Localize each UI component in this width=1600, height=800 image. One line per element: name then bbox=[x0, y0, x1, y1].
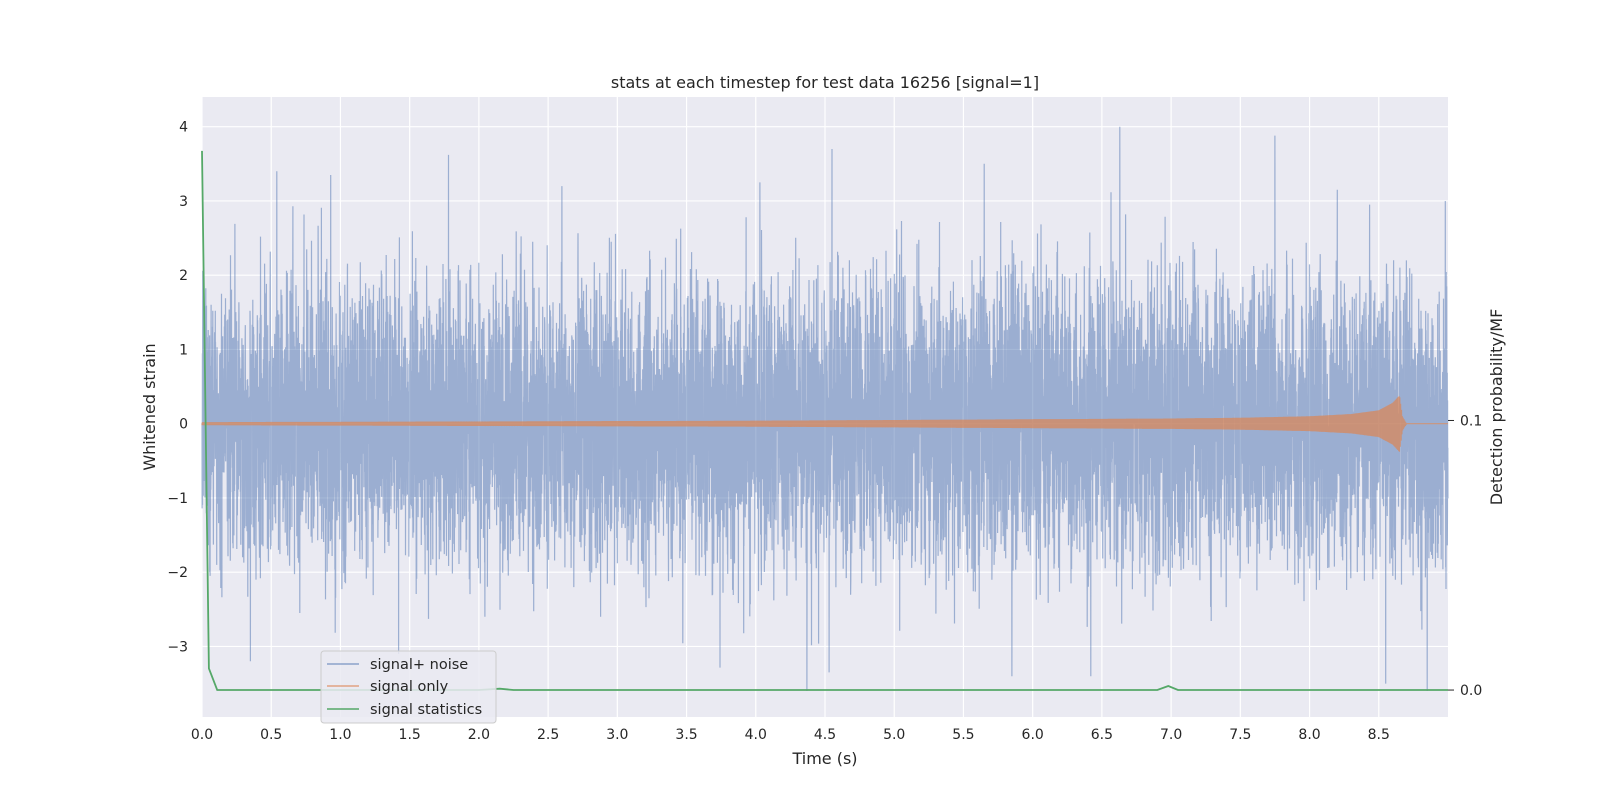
series-layer bbox=[201, 126, 1449, 692]
legend-label-signal-noise: signal+ noise bbox=[370, 657, 468, 673]
x-tick-label: 7.0 bbox=[1160, 727, 1182, 743]
x-tick-label: 5.0 bbox=[883, 727, 905, 743]
x-tick-label: 0.5 bbox=[260, 727, 282, 743]
x-tick-label: 3.5 bbox=[675, 727, 697, 743]
y-tick-label: −3 bbox=[167, 639, 188, 655]
x-tick-label: 1.5 bbox=[399, 727, 421, 743]
x-tick-label: 5.5 bbox=[952, 727, 974, 743]
y-tick-label: −2 bbox=[167, 565, 188, 581]
x-tick-label: 6.5 bbox=[1091, 727, 1113, 743]
series-signal-statistics bbox=[201, 150, 1448, 691]
series-signal-only bbox=[201, 396, 1448, 452]
y-tick-label: 4 bbox=[179, 120, 188, 136]
y2-tick-label: 0.0 bbox=[1460, 683, 1482, 699]
x-tick-label: 6.0 bbox=[1022, 727, 1044, 743]
y2-axis-label: Detection probability/MF bbox=[1487, 309, 1506, 506]
x-tick-label: 8.5 bbox=[1368, 727, 1390, 743]
ticks: 0.0 0.5 1.0 1.5 2.0 2.5 3.0 3.5 4.0 4.5 5.0 5.5 6.0 6… bbox=[167, 120, 1482, 743]
series-signal-noise bbox=[201, 126, 1449, 692]
y2-tick-label: 0.1 bbox=[1460, 413, 1482, 429]
x-axis-label: Time (s) bbox=[791, 749, 857, 768]
x-tick-label: 8.0 bbox=[1298, 727, 1320, 743]
x-tick-label: 4.0 bbox=[745, 727, 767, 743]
y-tick-label: −1 bbox=[167, 491, 188, 507]
y-tick-label: 1 bbox=[179, 342, 188, 358]
legend-box bbox=[320, 650, 497, 724]
x-tick-label: 0.0 bbox=[191, 727, 213, 743]
y-tick-label: 2 bbox=[179, 268, 188, 284]
y-tick-label: 0 bbox=[179, 417, 188, 433]
x-tick-label: 2.5 bbox=[537, 727, 559, 743]
x-tick-label: 1.0 bbox=[329, 727, 351, 743]
x-tick-label: 4.5 bbox=[814, 727, 836, 743]
legend: signal+ noise signal only signal statist… bbox=[320, 650, 497, 724]
x-tick-label: 2.0 bbox=[468, 727, 490, 743]
legend-label-signal-statistics: signal statistics bbox=[370, 702, 482, 718]
y-axis-label: Whitened strain bbox=[140, 343, 159, 470]
x-tick-label: 7.5 bbox=[1229, 727, 1251, 743]
chart-title: stats at each timestep for test data 162… bbox=[611, 73, 1039, 92]
x-tick-label: 3.0 bbox=[606, 727, 628, 743]
y-tick-label: 3 bbox=[179, 194, 188, 210]
legend-label-signal-only: signal only bbox=[370, 679, 449, 695]
